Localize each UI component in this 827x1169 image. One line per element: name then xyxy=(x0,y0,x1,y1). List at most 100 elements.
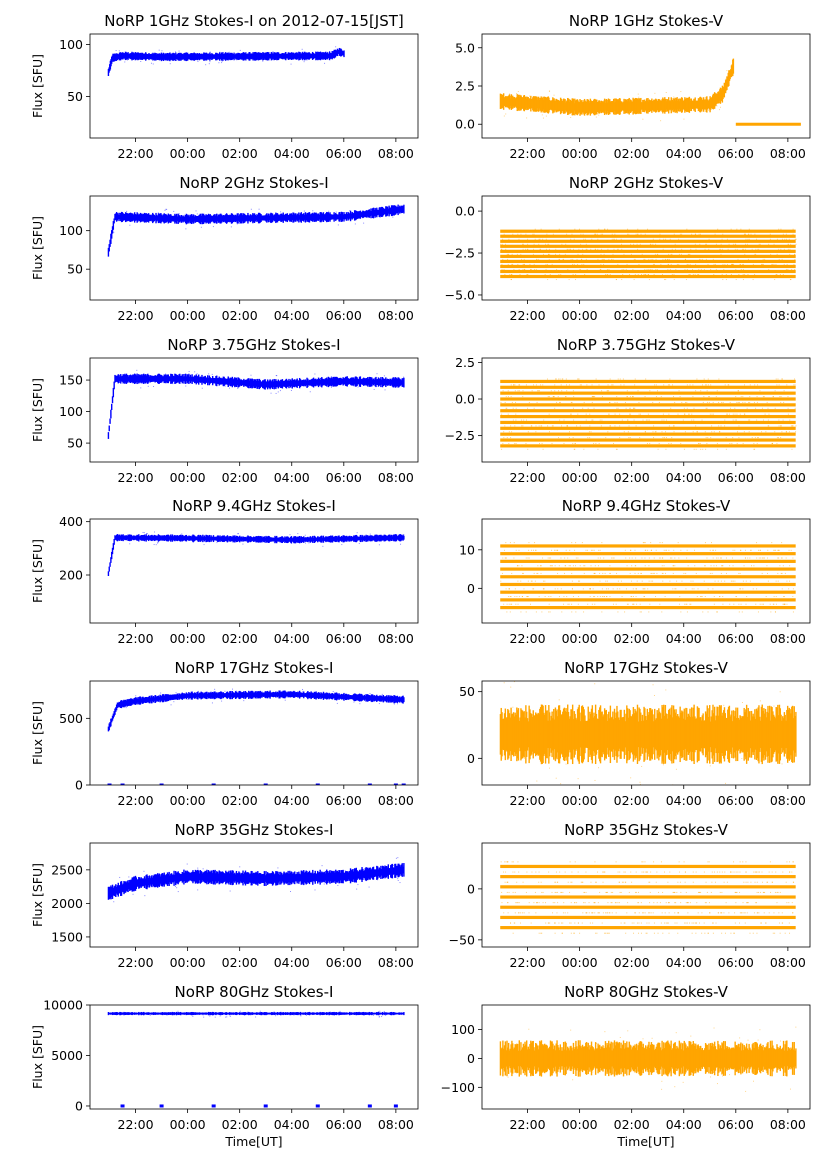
x-tick-label: 04:00 xyxy=(666,308,702,323)
x-tick-label: 22:00 xyxy=(510,631,546,646)
panel-80ghz-v: NoRP 80GHz Stokes-V 100 0 −100 22:00 00:00 02:… xyxy=(441,983,811,1149)
panel-80ghz-i: NoRP 80GHz Stokes-I 10000 5000 0 22:00 00:00 0… xyxy=(30,983,419,1149)
x-tick-label: 08:00 xyxy=(378,631,414,646)
x-tick-label: 04:00 xyxy=(666,955,702,970)
panel-1ghz-v: NoRP 1GHz Stokes-V 5.0 2.5 0.0 22:00 00:00 02:… xyxy=(455,12,811,161)
axes-frame xyxy=(481,518,811,624)
zero-mark-0 xyxy=(107,783,112,785)
x-tick-label: 04:00 xyxy=(274,308,310,323)
level-band-10 xyxy=(500,438,796,442)
x-tick-label: 06:00 xyxy=(326,308,362,323)
y-tick-label: 100 xyxy=(59,404,83,419)
y-tick-label: 150 xyxy=(59,373,83,388)
x-tick-label: 06:00 xyxy=(718,470,754,485)
x-tick-label: 04:00 xyxy=(666,470,702,485)
y-axis-label: Flux [SFU] xyxy=(30,863,45,927)
x-tick-label: 02:00 xyxy=(222,1117,258,1132)
y-axis-label: Flux [SFU] xyxy=(30,701,45,765)
y-tick-label: 0.0 xyxy=(455,204,475,219)
x-tick-label: 00:00 xyxy=(170,146,206,161)
zero-mark-3 xyxy=(211,783,216,785)
y-tick-label: 10000 xyxy=(43,998,83,1013)
panel-375ghz-i: NoRP 3.75GHz Stokes-I 150 100 50 22:00 00:00 0… xyxy=(30,336,419,485)
axes-frame xyxy=(481,842,811,948)
x-tick-label: 22:00 xyxy=(118,1117,154,1132)
panel-title: NoRP 35GHz Stokes-V xyxy=(564,821,729,839)
axes-frame xyxy=(89,33,419,139)
axes-frame xyxy=(89,518,419,624)
panel-title: NoRP 2GHz Stokes-I xyxy=(179,174,328,192)
x-tick-label: 04:00 xyxy=(274,955,310,970)
x-tick-label: 00:00 xyxy=(562,793,598,808)
level-band-6 xyxy=(500,590,796,594)
panel-title: NoRP 17GHz Stokes-V xyxy=(564,659,729,677)
y-tick-label: 0.0 xyxy=(455,117,475,132)
x-tick-label: 00:00 xyxy=(170,955,206,970)
panel-title: NoRP 9.4GHz Stokes-I xyxy=(172,497,336,515)
data-series xyxy=(107,204,405,257)
level-band-3 xyxy=(500,244,796,248)
panel-35ghz-i: NoRP 35GHz Stokes-I 2500 2000 1500 22:00 00:0… xyxy=(30,821,419,970)
x-tick-label: 08:00 xyxy=(770,1117,806,1132)
level-band-3 xyxy=(500,397,796,401)
panel-title: NoRP 9.4GHz Stokes-V xyxy=(562,497,731,515)
y-tick-label: 0 xyxy=(75,1098,83,1113)
y-tick-label: 0 xyxy=(75,778,83,793)
level-band-7 xyxy=(500,598,796,602)
y-tick-label: 500 xyxy=(59,711,83,726)
data-series xyxy=(107,46,345,76)
level-band-8 xyxy=(500,426,796,430)
x-tick-label: 22:00 xyxy=(118,308,154,323)
x-tick-label: 00:00 xyxy=(562,470,598,485)
y-tick-label: 50 xyxy=(67,262,83,277)
x-tick-label: 04:00 xyxy=(274,146,310,161)
x-tick-label: 00:00 xyxy=(562,955,598,970)
panel-17ghz-v: NoRP 17GHz Stokes-V 50 0 22:00 00:00 02:00 04:… xyxy=(459,659,811,808)
x-tick-label: 04:00 xyxy=(274,631,310,646)
panel-title: NoRP 17GHz Stokes-I xyxy=(175,659,334,677)
axes-frame xyxy=(481,33,811,139)
level-band-2 xyxy=(500,885,796,889)
panel-35ghz-v: NoRP 35GHz Stokes-V 0 −50 22:00 00:00 02:00 04… xyxy=(449,821,811,970)
y-tick-label: 0 xyxy=(467,751,475,766)
x-tick-label: 22:00 xyxy=(118,631,154,646)
level-band-6 xyxy=(500,926,796,930)
data-series xyxy=(499,1026,797,1092)
panel-1ghz-i: NoRP 1GHz Stokes-I on 2012-07-15[JST] 100… xyxy=(30,12,419,161)
zero-mark-2 xyxy=(211,1104,216,1108)
x-tick-label: 06:00 xyxy=(326,793,362,808)
axes-frame xyxy=(481,357,811,463)
x-tick-label: 22:00 xyxy=(510,146,546,161)
panel-title: NoRP 80GHz Stokes-I xyxy=(175,983,334,1001)
x-tick-label: 02:00 xyxy=(614,146,650,161)
x-tick-label: 04:00 xyxy=(274,1117,310,1132)
panel-title: NoRP 3.75GHz Stokes-I xyxy=(167,336,340,354)
x-tick-label: 02:00 xyxy=(222,470,258,485)
axes-frame xyxy=(89,357,419,463)
x-tick-label: 06:00 xyxy=(718,308,754,323)
x-tick-label: 08:00 xyxy=(770,146,806,161)
x-tick-label: 22:00 xyxy=(510,793,546,808)
x-tick-label: 02:00 xyxy=(614,470,650,485)
x-tick-label: 00:00 xyxy=(170,793,206,808)
y-tick-label: 0 xyxy=(467,881,475,896)
panel-2ghz-i: NoRP 2GHz Stokes-I 100 50 22:00 00:00 02:00 04… xyxy=(30,174,419,323)
level-band-0 xyxy=(500,229,796,233)
zero-mark-6 xyxy=(393,1104,398,1108)
level-band-3 xyxy=(500,567,796,571)
data-series xyxy=(499,681,797,785)
zero-mark-4 xyxy=(315,1104,320,1108)
y-tick-label: 5.0 xyxy=(455,40,475,55)
level-band-7 xyxy=(500,264,796,269)
panel-title: NoRP 1GHz Stokes-V xyxy=(569,12,724,30)
y-tick-label: 1500 xyxy=(51,929,83,944)
level-band-2 xyxy=(500,391,796,395)
x-tick-label: 06:00 xyxy=(718,1117,754,1132)
data-series xyxy=(107,688,406,785)
data-series xyxy=(500,378,797,450)
panel-17ghz-i: NoRP 17GHz Stokes-I 500 0 22:00 00:00 02:00 04… xyxy=(30,659,419,808)
x-tick-label: 06:00 xyxy=(326,955,362,970)
panel-375ghz-v: NoRP 3.75GHz Stokes-V 2.5 0.0 −2.5 22:00 00:0… xyxy=(445,336,811,485)
y-axis-label: Flux [SFU] xyxy=(30,54,45,118)
y-axis-label: Flux [SFU] xyxy=(30,216,45,280)
